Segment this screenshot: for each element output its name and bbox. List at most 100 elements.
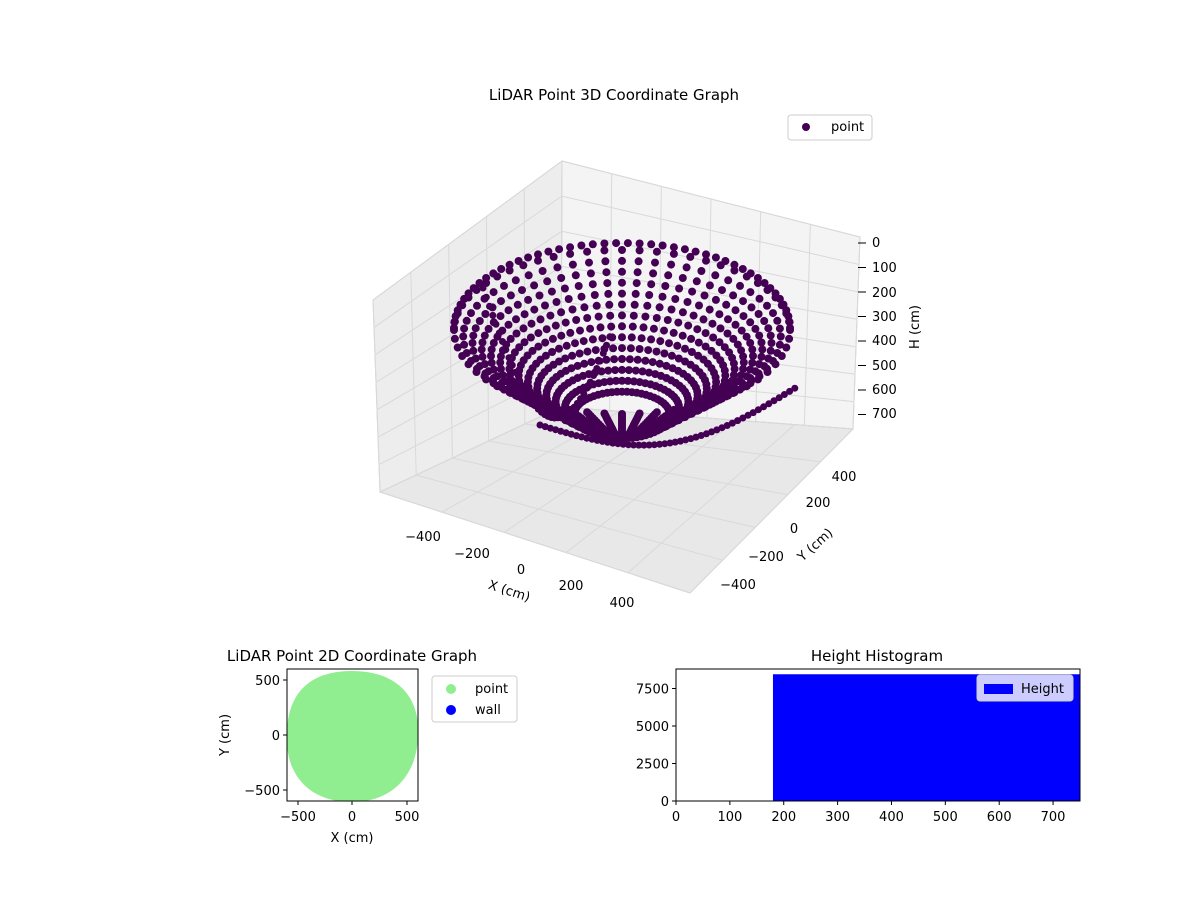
point-3d <box>731 306 740 315</box>
point-3d <box>505 354 513 362</box>
point-3d <box>520 338 529 347</box>
point-3d <box>687 348 696 356</box>
point-3d <box>487 345 496 354</box>
point-3d <box>734 417 742 425</box>
point-3d <box>601 257 610 266</box>
point-3d <box>702 380 711 389</box>
point-3d <box>527 319 536 328</box>
point-3d <box>518 286 526 295</box>
point-3d <box>771 289 780 298</box>
point-3d <box>692 277 701 286</box>
point-3d <box>705 281 714 290</box>
point-3d <box>588 435 596 443</box>
x-tick: 200 <box>559 579 584 594</box>
point-3d <box>639 323 648 332</box>
legend-label-point-2d: point <box>475 682 508 697</box>
point-3d <box>765 400 773 408</box>
point-3d <box>786 324 794 332</box>
point-3d <box>460 294 469 303</box>
y-axis-label: Y (cm) <box>794 526 836 566</box>
point-3d <box>786 387 794 395</box>
point-3d <box>600 246 609 255</box>
point-3d <box>678 274 687 282</box>
point-3d <box>524 271 533 280</box>
chart-3d-title: LiDAR Point 3D Coordinate Graph <box>489 86 739 104</box>
point-3d <box>511 276 520 285</box>
point-3d <box>567 364 576 373</box>
point-3d <box>618 365 626 374</box>
point-3d <box>689 311 698 320</box>
point-3d <box>489 288 498 297</box>
point-3d <box>588 240 597 249</box>
point-3d <box>591 346 600 355</box>
point-3d <box>764 354 773 363</box>
point-3d <box>746 288 755 297</box>
ticks-3d: −400 −200 0 200 400 X (cm) −400 −200 0 2… <box>405 236 923 611</box>
point-3d <box>469 346 478 355</box>
hist-x-tick: 0 <box>672 810 680 825</box>
x-tick: 0 <box>517 563 525 578</box>
point-3d <box>462 316 471 325</box>
point-3d <box>534 342 543 351</box>
plot-area-2d <box>287 671 418 801</box>
point-3d <box>489 339 498 347</box>
point-3d <box>633 268 642 277</box>
point-3d <box>535 291 544 300</box>
x-tick-2d: 500 <box>395 810 420 825</box>
point-3d <box>716 324 725 333</box>
x-tick-2d: 0 <box>348 810 356 825</box>
point-3d <box>697 267 706 275</box>
point-3d <box>755 360 764 369</box>
legend-label-point: point <box>831 120 864 135</box>
point-3d <box>542 325 551 334</box>
point-3d <box>681 344 689 353</box>
x-axis-label: X (cm) <box>486 578 532 606</box>
point-3d <box>739 312 748 321</box>
point-3d <box>674 354 683 363</box>
point-3d <box>649 324 658 333</box>
z-tick: 300 <box>872 310 897 325</box>
point-3d <box>604 289 613 298</box>
point-3d <box>562 341 571 350</box>
point-3d <box>568 351 577 360</box>
point-3d <box>487 358 496 367</box>
point-3d <box>496 364 505 373</box>
point-3d <box>546 311 555 320</box>
grid-line <box>852 236 861 430</box>
point-3d <box>678 308 687 317</box>
point-3d <box>684 394 692 403</box>
point-3d <box>480 331 489 340</box>
point-3d <box>766 331 775 340</box>
point-3d <box>730 260 739 269</box>
point-3d <box>666 439 674 447</box>
point-3d <box>731 320 740 329</box>
point-3d <box>534 329 543 338</box>
point-3d <box>757 338 766 347</box>
point-3d <box>724 315 732 324</box>
point-3d <box>534 250 542 259</box>
point-3d <box>612 376 620 385</box>
point-3d <box>588 335 597 344</box>
point-3d <box>468 339 477 347</box>
point-3d <box>635 246 644 255</box>
point-3d <box>541 351 550 360</box>
x-tick: −200 <box>454 547 490 562</box>
point-3d <box>592 301 601 310</box>
point-3d <box>658 292 667 301</box>
point-3d <box>614 440 622 448</box>
z-tick: 400 <box>872 334 897 349</box>
point-3d <box>702 256 710 265</box>
legend-label-wall: wall <box>475 703 501 718</box>
point-3d <box>724 276 733 285</box>
point-3d <box>478 338 487 347</box>
point-3d <box>625 355 634 364</box>
point-3d <box>536 315 545 324</box>
point-3d <box>456 300 465 309</box>
point-3d <box>552 298 561 306</box>
point-3d <box>737 371 746 380</box>
point-3d <box>580 303 589 312</box>
point-3d <box>683 298 692 306</box>
point-3d <box>596 357 604 365</box>
legend-2d: point wall <box>431 675 518 723</box>
hist-y-tick: 0 <box>661 795 669 810</box>
